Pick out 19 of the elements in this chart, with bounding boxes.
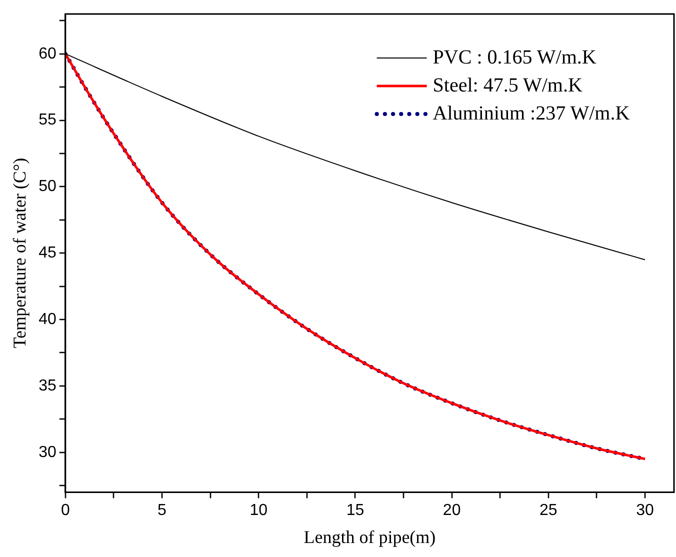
y-tick-label: 60 [38,45,56,62]
legend-label: Aluminium :237 W/m.K [432,102,630,124]
x-tick-label: 20 [442,502,461,520]
x-tick-label: 15 [346,502,364,520]
x-tick-label: 10 [250,502,268,520]
y-tick-label: 35 [38,377,56,394]
legend-label: Steel: 47.5 W/m.K [432,74,583,96]
legend-label: PVC : 0.165 W/m.K [432,46,597,68]
y-tick-label: 45 [38,244,56,262]
y-tick-label: 55 [38,112,56,129]
y-tick-label: 30 [38,444,56,461]
x-tick-label: 30 [636,502,654,520]
y-axis-title: Temperature of water (C°) [10,158,30,348]
y-tick-label: 50 [38,178,56,196]
x-tick-label: 5 [158,502,167,520]
y-tick-label: 40 [38,310,56,328]
x-tick-label: 0 [60,502,70,520]
x-axis-title: Length of pipe(m) [304,526,436,547]
x-tick-label: 25 [540,502,558,520]
